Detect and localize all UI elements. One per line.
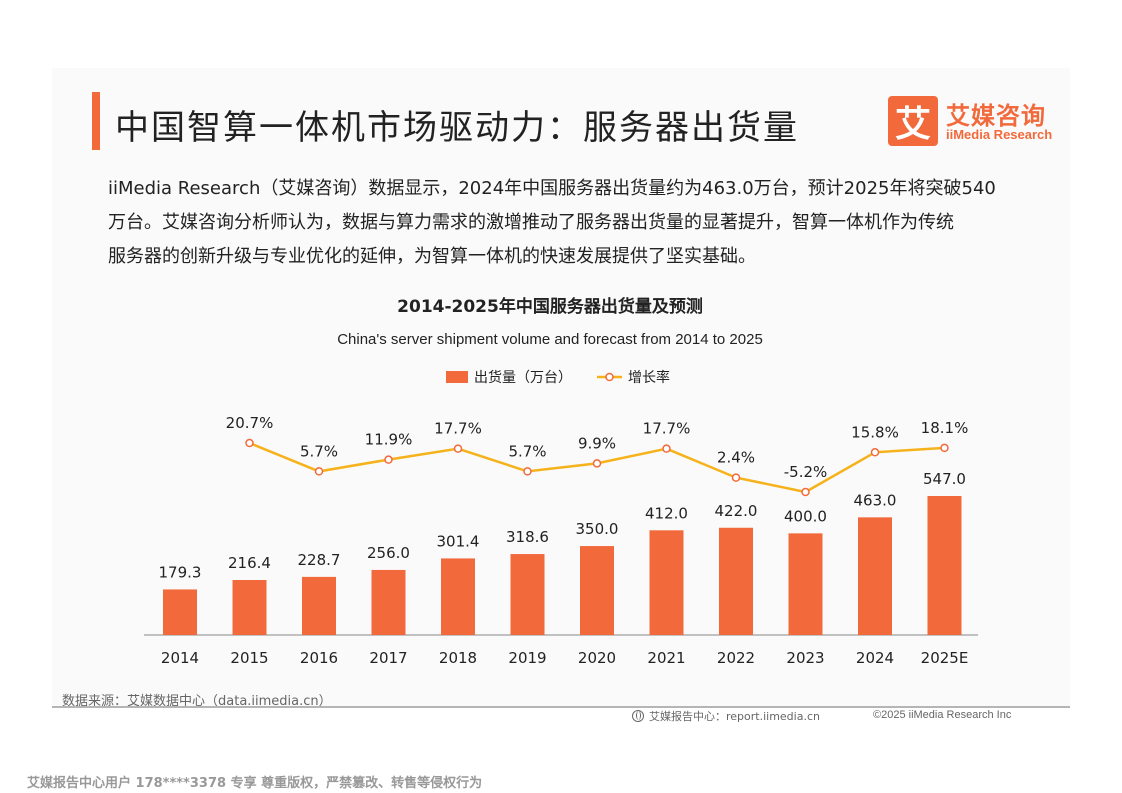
- title-accent-bar: [92, 92, 100, 150]
- x-tick-label: 2024: [856, 649, 894, 667]
- growth-point-2015: [245, 438, 254, 448]
- bar-value-label: 256.0: [367, 544, 410, 562]
- description-line: 万台。艾媒咨询分析师认为，数据与算力需求的激增推动了服务器出货量的显著提升，智算…: [108, 212, 954, 233]
- bar-value-label: 412.0: [645, 504, 688, 522]
- bar-2017: [371, 569, 406, 635]
- bar-value-label: 228.7: [298, 551, 341, 569]
- slide-background: [52, 68, 1070, 708]
- growth-value-label: 5.7%: [300, 442, 338, 460]
- bar-2023: [788, 533, 823, 635]
- x-tick-label: 2019: [508, 649, 546, 667]
- bar-2016: [302, 576, 336, 635]
- chart-subtitle: China's server shipment volume and forec…: [337, 331, 763, 348]
- growth-value-label: -5.2%: [784, 463, 828, 481]
- growth-value-label: 9.9%: [578, 434, 616, 452]
- x-tick-label: 2020: [578, 649, 616, 667]
- logo-mark: 艾: [888, 96, 938, 146]
- bar-value-label: 301.4: [437, 532, 480, 550]
- growth-value-label: 18.1%: [921, 419, 969, 437]
- growth-point-2020: [592, 459, 602, 468]
- description-line: iiMedia Research（艾媒咨询）数据显示，2024年中国服务器出货量…: [108, 178, 996, 199]
- legend-bar-swatch: [446, 371, 468, 383]
- description-paragraph: iiMedia Research（艾媒咨询）数据显示，2024年中国服务器出货量…: [108, 172, 1038, 274]
- growth-value-label: 2.4%: [717, 449, 755, 467]
- bar-value-label: 179.3: [159, 563, 202, 581]
- footer-divider: [52, 706, 1070, 708]
- bar-2024: [858, 517, 892, 635]
- growth-point-2023: [801, 487, 810, 497]
- bar-2015: [232, 580, 267, 635]
- logo-chinese-name: 艾媒咨询: [946, 102, 1046, 130]
- chart-legend: 出货量（万台） 增长率: [446, 369, 670, 386]
- growth-value-label: 20.7%: [226, 414, 274, 432]
- logo-english-name: iiMedia Research: [946, 127, 1053, 142]
- x-tick-label: 2023: [786, 649, 824, 667]
- data-source: 数据来源：艾媒数据中心（data.iimedia.cn）: [62, 694, 332, 709]
- bar-value-label: 422.0: [715, 502, 758, 520]
- growth-point-2018: [453, 444, 463, 453]
- x-tick-label: 2014: [161, 649, 199, 667]
- description-line: 服务器的创新升级与专业优化的延伸，为智算一体机的快速发展提供了坚实基础。: [108, 246, 756, 267]
- footer-site-text[interactable]: 艾媒报告中心：report.iimedia.cn: [649, 710, 820, 723]
- growth-point-2019: [523, 467, 532, 476]
- footer-site: 艾媒报告中心：report.iimedia.cn: [632, 708, 820, 724]
- page-title: 中国智算一体机市场驱动力：服务器出货量: [115, 108, 799, 148]
- legend-line-marker: [605, 372, 614, 382]
- bar-2022: [719, 527, 753, 635]
- growth-value-label: 5.7%: [508, 442, 546, 460]
- bar-2020: [580, 546, 614, 635]
- bar-2014: [163, 589, 197, 635]
- bar-2021: [649, 530, 684, 635]
- bar-value-label: 463.0: [854, 491, 897, 509]
- legend-bar-label: 出货量（万台）: [474, 369, 572, 386]
- footer-copyright: ©2025 iiMedia Research Inc: [873, 709, 1012, 721]
- growth-value-label: 11.9%: [365, 431, 413, 449]
- bar-value-label: 350.0: [576, 520, 619, 538]
- growth-point-2024: [870, 448, 880, 457]
- x-tick-label: 2021: [647, 649, 685, 667]
- x-tick-label: 2015: [230, 649, 268, 667]
- bar-value-label: 547.0: [923, 470, 966, 488]
- x-tick-label: 2016: [300, 649, 338, 667]
- growth-point-2025E: [940, 443, 949, 453]
- growth-point-2022: [731, 473, 741, 482]
- bar-value-label: 216.4: [228, 554, 271, 572]
- growth-point-2021: [662, 444, 671, 453]
- watermark: 艾媒报告中心用户 178****3378 专享 尊重版权，严禁篡改、转售等侵权行…: [27, 776, 483, 791]
- growth-point-2017: [384, 455, 393, 464]
- legend-line-label: 增长率: [628, 369, 670, 386]
- x-tick-label: 2022: [717, 649, 755, 667]
- x-tick-label: 2018: [439, 649, 477, 667]
- globe-icon: [632, 710, 644, 722]
- bar-2025E: [927, 496, 962, 635]
- bar-value-label: 400.0: [784, 507, 827, 525]
- chart-title: 2014-2025年中国服务器出货量及预测: [397, 296, 703, 317]
- bar-2018: [441, 558, 475, 635]
- growth-point-2016: [314, 467, 324, 476]
- iimedia-logo: 艾 艾媒咨询 iiMedia Research: [888, 96, 1058, 146]
- x-tick-label: 2017: [369, 649, 407, 667]
- bar-2019: [510, 554, 545, 635]
- growth-value-label: 17.7%: [643, 420, 691, 438]
- bar-value-label: 318.6: [506, 528, 549, 546]
- growth-value-label: 15.8%: [851, 423, 899, 441]
- x-tick-label: 2025E: [921, 649, 969, 667]
- growth-value-label: 17.7%: [434, 420, 482, 438]
